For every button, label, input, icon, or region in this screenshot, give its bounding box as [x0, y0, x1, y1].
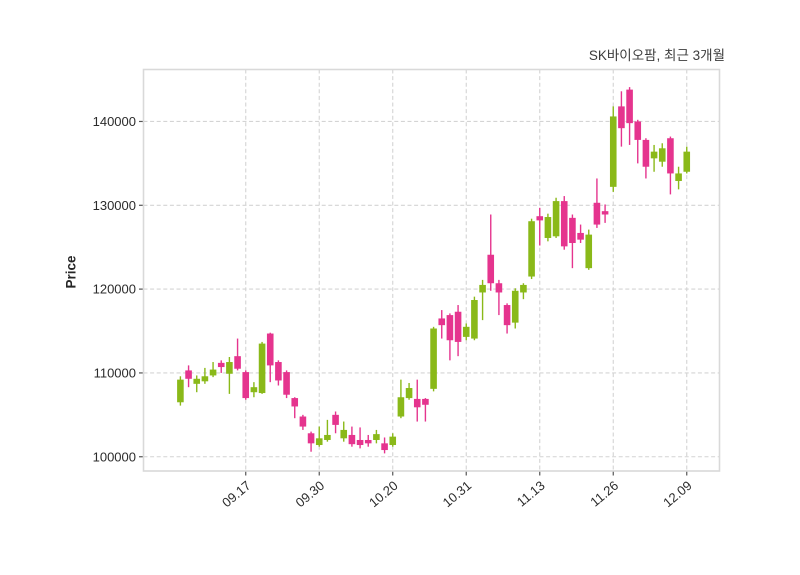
- candle-body-down: [438, 318, 446, 326]
- candle-body-down: [577, 232, 584, 240]
- candle-body-up: [177, 379, 184, 403]
- candle-body-down: [618, 106, 625, 129]
- candle-body-up: [193, 378, 201, 384]
- candle-body-down: [560, 201, 568, 247]
- candle-body-down: [185, 370, 192, 379]
- candle-body-down: [266, 333, 274, 366]
- candle-body-down: [454, 311, 462, 342]
- candle-body-up: [209, 369, 217, 376]
- candle-body-down: [593, 202, 601, 225]
- candle-body-up: [650, 151, 658, 159]
- x-tick-label: 11.26: [587, 478, 621, 510]
- candle-body-down: [642, 139, 650, 167]
- candle-body-down: [217, 362, 225, 368]
- candle-body-up: [315, 438, 323, 446]
- candle-body-up: [585, 234, 593, 269]
- candle-body-down: [307, 433, 315, 444]
- candle-body-up: [520, 284, 527, 293]
- candle-body-up: [675, 173, 682, 181]
- y-tick-label: 110000: [94, 365, 136, 380]
- candle-body-up: [658, 148, 666, 162]
- candle-body-down: [634, 121, 642, 140]
- candle-body-down: [422, 398, 429, 405]
- candle-body-down: [413, 398, 421, 408]
- candle-body-up: [226, 362, 233, 374]
- candle-body-up: [340, 429, 348, 439]
- candle-body-down: [332, 414, 339, 425]
- candle-body-up: [405, 388, 413, 399]
- candle-body-down: [364, 439, 372, 444]
- candle-body-down: [291, 398, 299, 407]
- y-tick-label: 120000: [93, 282, 136, 297]
- candle-body-down: [569, 217, 576, 244]
- candle-body-down: [446, 315, 454, 341]
- candle-body-up: [471, 300, 478, 339]
- candle-body-down: [536, 216, 544, 221]
- y-tick-label: 100000: [93, 449, 136, 464]
- candle-body-up: [552, 201, 560, 237]
- candle-body-up: [324, 434, 331, 440]
- candle-body-up: [511, 290, 519, 323]
- candle-body-down: [601, 211, 609, 215]
- candle-body-up: [528, 221, 535, 277]
- candle-body-down: [234, 356, 241, 369]
- candle-body-up: [609, 116, 617, 187]
- candle-body-down: [242, 372, 250, 399]
- candle-body-up: [201, 376, 209, 382]
- y-tick-label: 130000: [93, 198, 136, 213]
- x-tick-label: 11.13: [514, 478, 548, 510]
- candle-body-down: [487, 254, 495, 284]
- candle-body-down: [667, 138, 674, 174]
- candle-body-down: [495, 283, 503, 293]
- y-axis-title: Price: [63, 255, 79, 289]
- x-tick-label: 09.17: [219, 478, 254, 510]
- candle-body-down: [503, 305, 511, 326]
- candle-body-up: [430, 328, 437, 389]
- candle-body-down: [626, 89, 633, 124]
- candle-body-down: [299, 416, 307, 427]
- x-tick-label: 10.20: [366, 478, 401, 510]
- candle-body-up: [479, 284, 486, 293]
- chart-title: SK바이오팜, 최근 3개월: [588, 48, 725, 63]
- candle-body-up: [683, 151, 691, 172]
- candle-body-up: [258, 343, 266, 394]
- candle-body-down: [283, 372, 290, 395]
- x-tick-label: 12.09: [660, 478, 695, 510]
- y-tick-label: 140000: [93, 114, 136, 129]
- plot-border: [142, 68, 721, 472]
- candle-body-down: [381, 443, 388, 451]
- candle-body-up: [373, 434, 380, 440]
- candle-body-up: [397, 397, 405, 417]
- candle-body-down: [356, 439, 364, 446]
- candle-body-up: [462, 326, 470, 337]
- x-tick-label: 10.31: [440, 478, 475, 510]
- candle-body-down: [348, 434, 356, 445]
- candle-body-up: [544, 217, 552, 238]
- candle-body-up: [389, 436, 397, 446]
- candle-body-up: [250, 387, 258, 393]
- candle-body-down: [275, 362, 282, 381]
- x-tick-label: 09.30: [293, 478, 328, 510]
